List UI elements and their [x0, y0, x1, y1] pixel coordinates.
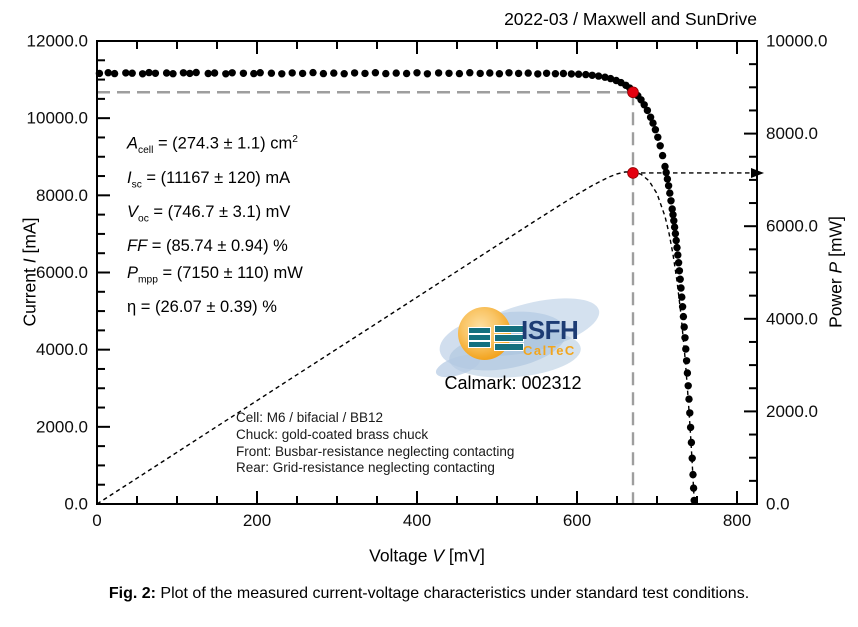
y-left-tick-label: 2000.0 [36, 417, 88, 436]
y-left-tick-label: 0.0 [64, 495, 88, 514]
logo-stripe [494, 324, 524, 333]
x-tick-label: 400 [403, 511, 431, 530]
isfh-caltec-logo: ISFH CalTeC [433, 287, 605, 383]
y-right-tick-label: 6000.0 [766, 217, 818, 236]
axis-title-part: [mW] [825, 216, 846, 262]
logo-division-text: CalTeC [523, 343, 576, 358]
mpp-markers [627, 86, 639, 179]
iv-data-points [95, 68, 698, 505]
figure-caption: Fig. 2: Plot of the measured current-vol… [0, 585, 858, 603]
axis-title-part: Power [825, 273, 846, 328]
x-axis-label-voltage: Voltage V [mV] [369, 546, 485, 567]
x-tick-label: 600 [563, 511, 591, 530]
logo-brand-text: ISFH [521, 315, 579, 345]
cell-info-line: Rear: Grid-resistance neglecting contact… [236, 460, 495, 476]
stat-line: Voc = (746.7 ± 3.1) mV [127, 202, 291, 224]
stats-block: Acell = (274.3 ± 1.1) cm2 Isc = (11167 ± … [127, 126, 303, 322]
y-left-tick-label: 8000.0 [36, 186, 88, 205]
cell-info-line: Cell: M6 / bifacial / BB12 [236, 410, 384, 425]
y-left-tick-label: 6000.0 [36, 263, 88, 282]
stat-line: Isc = (11167 ± 120) mA [127, 168, 291, 190]
tick-labels: 0 200 400 600 8000.02000.04000.06000.08000.0… [27, 32, 828, 531]
chart-title: 2022-03 / Maxwell and SunDrive [504, 9, 757, 29]
y-axis-label-power: Power P [mW] [826, 216, 847, 328]
y-left-tick-label: 10000.0 [27, 109, 88, 128]
cell-info-line: Front: Busbar-resistance neglecting cont… [236, 443, 515, 459]
iv-power-plot: 0 200 400 600 8000.02000.04000.06000.08000.0… [27, 32, 828, 531]
cell-info-block: Cell: M6 / bifacial / BB12 Chuck: gold-co… [236, 410, 514, 477]
stat-line: Pmpp = (7150 ± 110) mW [127, 264, 303, 286]
mpp-power-marker [627, 167, 639, 179]
axis-ticks [97, 41, 757, 504]
logo-stripe [468, 341, 491, 348]
axis-title-part: I [19, 258, 40, 264]
logo-stripe [494, 342, 524, 351]
mpp-current-marker [627, 86, 639, 99]
axis-title-part: P [825, 261, 846, 274]
caption-text: Plot of the measured current-voltage cha… [155, 585, 750, 602]
y-right-tick-label: 4000.0 [766, 309, 818, 328]
y-right-tick-label: 10000.0 [766, 32, 827, 51]
axis-title-part: Voltage [369, 545, 433, 566]
y-left-tick-label: 12000.0 [27, 32, 88, 51]
y-left-tick-label: 4000.0 [36, 340, 88, 359]
x-tick-label: 200 [243, 511, 271, 530]
logo-stripe [468, 334, 491, 341]
stat-line: η = (26.07 ± 0.39) % [127, 298, 277, 317]
y-right-tick-label: 0.0 [766, 495, 790, 514]
logo-stripe [468, 327, 491, 334]
power-curve [96, 171, 696, 505]
y-axis-label-current: Current I [mA] [20, 218, 41, 327]
logo-stripe [494, 333, 524, 342]
x-tick-label: 0 [92, 511, 101, 530]
axis-title-part: [mV] [444, 545, 485, 566]
caption-label: Fig. 2: [108, 585, 156, 602]
stat-line: FF = (85.74 ± 0.94) % [127, 236, 288, 255]
stat-line: Acell = (274.3 ± 1.1) cm2 [127, 134, 298, 156]
calmark-label: Calmark: 002312 [444, 373, 582, 393]
axis-title-part: [mA] [19, 217, 40, 259]
y-right-tick-label: 2000.0 [766, 402, 818, 421]
cell-info-line: Chuck: gold-coated brass chuck [236, 426, 429, 442]
x-tick-label: 800 [723, 511, 751, 530]
axis-title-part: V [432, 545, 445, 566]
y-right-tick-label: 8000.0 [766, 124, 818, 143]
axis-title-part: Current [19, 263, 40, 327]
